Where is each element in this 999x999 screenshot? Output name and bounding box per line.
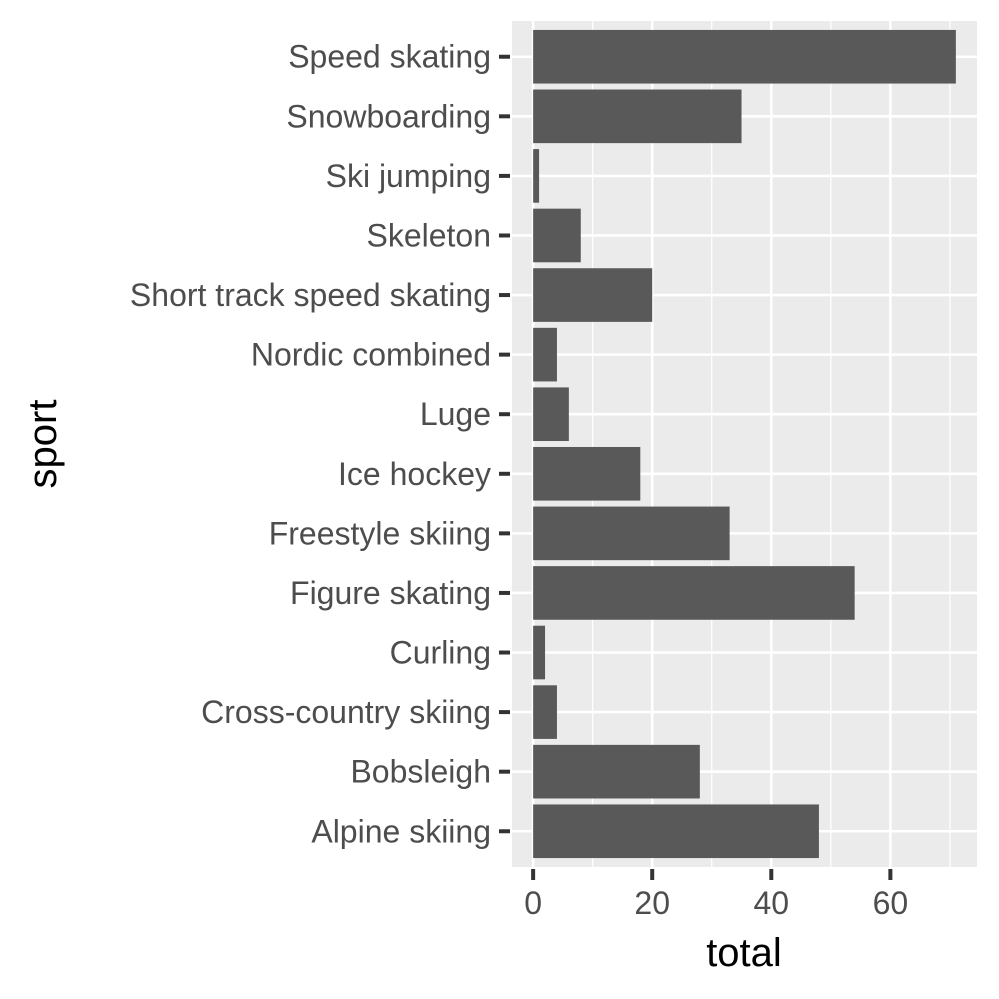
- x-axis-title: total: [706, 931, 782, 975]
- y-tick-label: Freestyle skiing: [269, 515, 491, 551]
- bars: [533, 29, 956, 859]
- bar: [533, 804, 819, 859]
- bar: [533, 149, 540, 203]
- bar: [533, 744, 700, 799]
- bar: [533, 625, 546, 680]
- bar: [533, 446, 641, 501]
- y-tick-label: Snowboarding: [286, 98, 491, 134]
- bar: [533, 506, 730, 561]
- bar: [533, 387, 569, 442]
- plot-panel: [512, 21, 977, 867]
- y-axis: Alpine skiing Bobsleigh Cross-country skii…: [130, 39, 510, 849]
- y-tick-label: Luge: [420, 396, 491, 432]
- y-tick-label: Short track speed skating: [130, 277, 491, 313]
- y-tick-label: Speed skating: [288, 39, 491, 75]
- y-tick-label: Alpine skiing: [311, 813, 491, 849]
- y-tick-label: Nordic combined: [251, 337, 491, 373]
- bar: [533, 327, 557, 382]
- x-tick-label: 20: [634, 885, 670, 921]
- y-tick-label: Curling: [390, 635, 491, 671]
- bar: [533, 89, 742, 144]
- x-axis: 0 20 40 60: [524, 869, 908, 921]
- bar: [533, 208, 581, 263]
- x-tick-label: 40: [753, 885, 789, 921]
- y-tick-label: Skeleton: [366, 217, 491, 253]
- x-tick-label: 60: [873, 885, 909, 921]
- x-tick-label: 0: [524, 885, 542, 921]
- bar: [533, 566, 855, 620]
- bar: [533, 685, 557, 739]
- bar: [533, 29, 956, 84]
- y-tick-label: Figure skating: [290, 575, 491, 611]
- y-tick-label: Ski jumping: [326, 158, 491, 194]
- bar: [533, 268, 653, 322]
- y-tick-label: Cross-country skiing: [201, 694, 491, 730]
- y-tick-label: Bobsleigh: [350, 754, 491, 790]
- y-axis-title: sport: [21, 400, 65, 489]
- y-tick-label: Ice hockey: [338, 456, 491, 492]
